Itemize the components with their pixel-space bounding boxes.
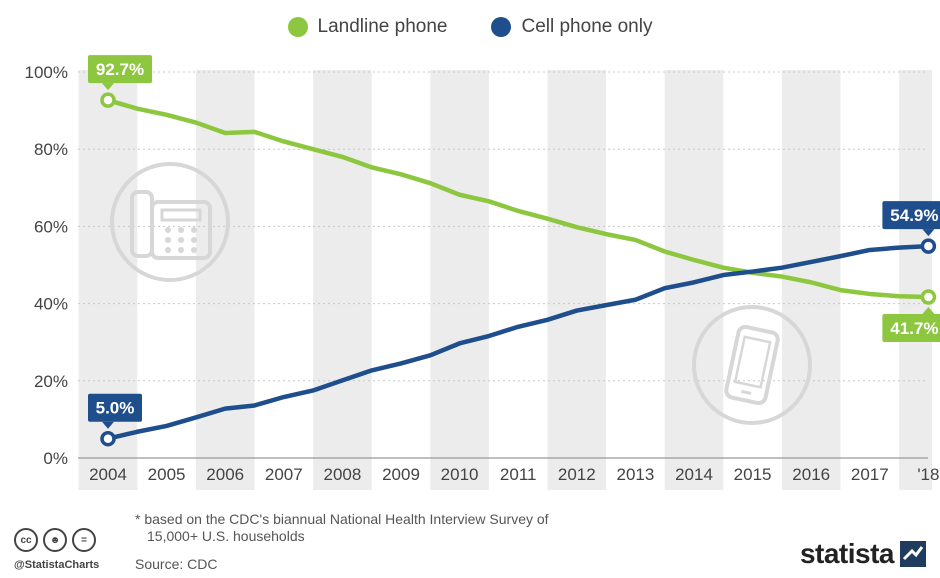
brand-wordmark: statista: [799, 538, 895, 569]
x-tick-label: 2012: [558, 465, 596, 484]
footnote: * based on the CDC's biannual National H…: [135, 511, 655, 545]
series-markers: [100, 92, 937, 447]
y-tick-label: 100%: [25, 63, 68, 82]
x-tick-label: '18: [917, 465, 939, 484]
background-band: [547, 70, 607, 490]
x-tick-label: 2015: [734, 465, 772, 484]
cc-icon[interactable]: cc: [14, 528, 38, 552]
series-lines: [105, 97, 931, 441]
twitter-handle[interactable]: @StatistaCharts: [14, 559, 100, 571]
x-tick-label: 2005: [148, 465, 186, 484]
footnote-line-1: * based on the CDC's biannual National H…: [135, 511, 549, 527]
legend-swatch-landline: [287, 17, 308, 37]
x-tick-label: 2006: [206, 465, 244, 484]
legend-item-cell[interactable]: Cell phone only: [491, 16, 652, 38]
legend-item-landline[interactable]: Landline phone: [287, 16, 448, 38]
y-tick-label: 40%: [34, 295, 68, 314]
callout-pointer: [922, 307, 935, 315]
gridlines: [78, 71, 928, 459]
callout-box: [882, 201, 940, 230]
no-derivatives-icon[interactable]: =: [72, 528, 96, 552]
callout-pointer: [922, 229, 935, 237]
footnote-line-2: 15,000+ U.S. households: [147, 528, 305, 544]
license-icons: cc ☻ =: [14, 528, 96, 552]
series-line-cell: [105, 243, 931, 441]
x-tick-label: 2009: [382, 465, 420, 484]
callout-box: [88, 393, 142, 422]
x-tick-label: 2004: [89, 465, 127, 484]
x-tick-label: 2013: [616, 465, 654, 484]
background-band: [664, 70, 724, 490]
y-tick-label: 0%: [43, 449, 68, 468]
x-tick-label: 2017: [851, 465, 889, 484]
callout-label: 54.9%: [890, 206, 938, 225]
callout-label: 92.7%: [96, 60, 144, 79]
background-band: [195, 70, 255, 490]
background-band: [313, 70, 372, 490]
x-tick-label: 2008: [323, 465, 361, 484]
attribution-icon[interactable]: ☻: [43, 528, 67, 552]
background-band: [899, 70, 932, 490]
legend-label-landline: Landline phone: [317, 16, 448, 37]
data-point-marker: [920, 289, 937, 305]
y-tick-label: 20%: [34, 372, 68, 391]
mobile-phone-icon: [692, 305, 812, 425]
y-tick-label: 60%: [34, 217, 68, 236]
y-axis: 0% 20% 40% 60% 80% 100%: [25, 63, 68, 468]
source-text: Source: CDC: [135, 556, 218, 572]
data-point-marker: [920, 238, 937, 254]
x-tick-label: 2007: [265, 465, 303, 484]
landline-phone-icon: [110, 162, 230, 282]
x-tick-label: 2010: [441, 465, 479, 484]
x-tick-label: 2011: [500, 465, 537, 484]
background-bands: [78, 70, 932, 490]
callout-box: [88, 55, 152, 84]
y-tick-label: 80%: [34, 140, 68, 159]
callout-label: 5.0%: [96, 399, 135, 418]
callout-box: [882, 314, 940, 343]
callout-pointer: [102, 421, 114, 429]
x-axis: 2004 2005 2006 2007 2008 2009 2010 2011 2012 2013…: [89, 465, 939, 484]
series-line-landline: [105, 97, 931, 300]
background-band: [430, 70, 489, 490]
statista-logo[interactable]: statista: [800, 538, 926, 570]
callout-label: 41.7%: [890, 319, 938, 338]
callout-pointer: [102, 83, 114, 91]
x-tick-label: 2016: [792, 465, 830, 484]
legend: Landline phone Cell phone only: [0, 12, 940, 42]
legend-swatch-cell: [491, 17, 512, 37]
value-callouts: 92.7% 5.0% 54.9% 41.7%: [88, 55, 940, 429]
statista-mark-icon: [900, 541, 926, 567]
x-tick-label: 2014: [675, 465, 713, 484]
legend-label-cell: Cell phone only: [521, 16, 653, 37]
data-point-marker: [100, 430, 116, 447]
data-point-marker: [100, 92, 116, 108]
